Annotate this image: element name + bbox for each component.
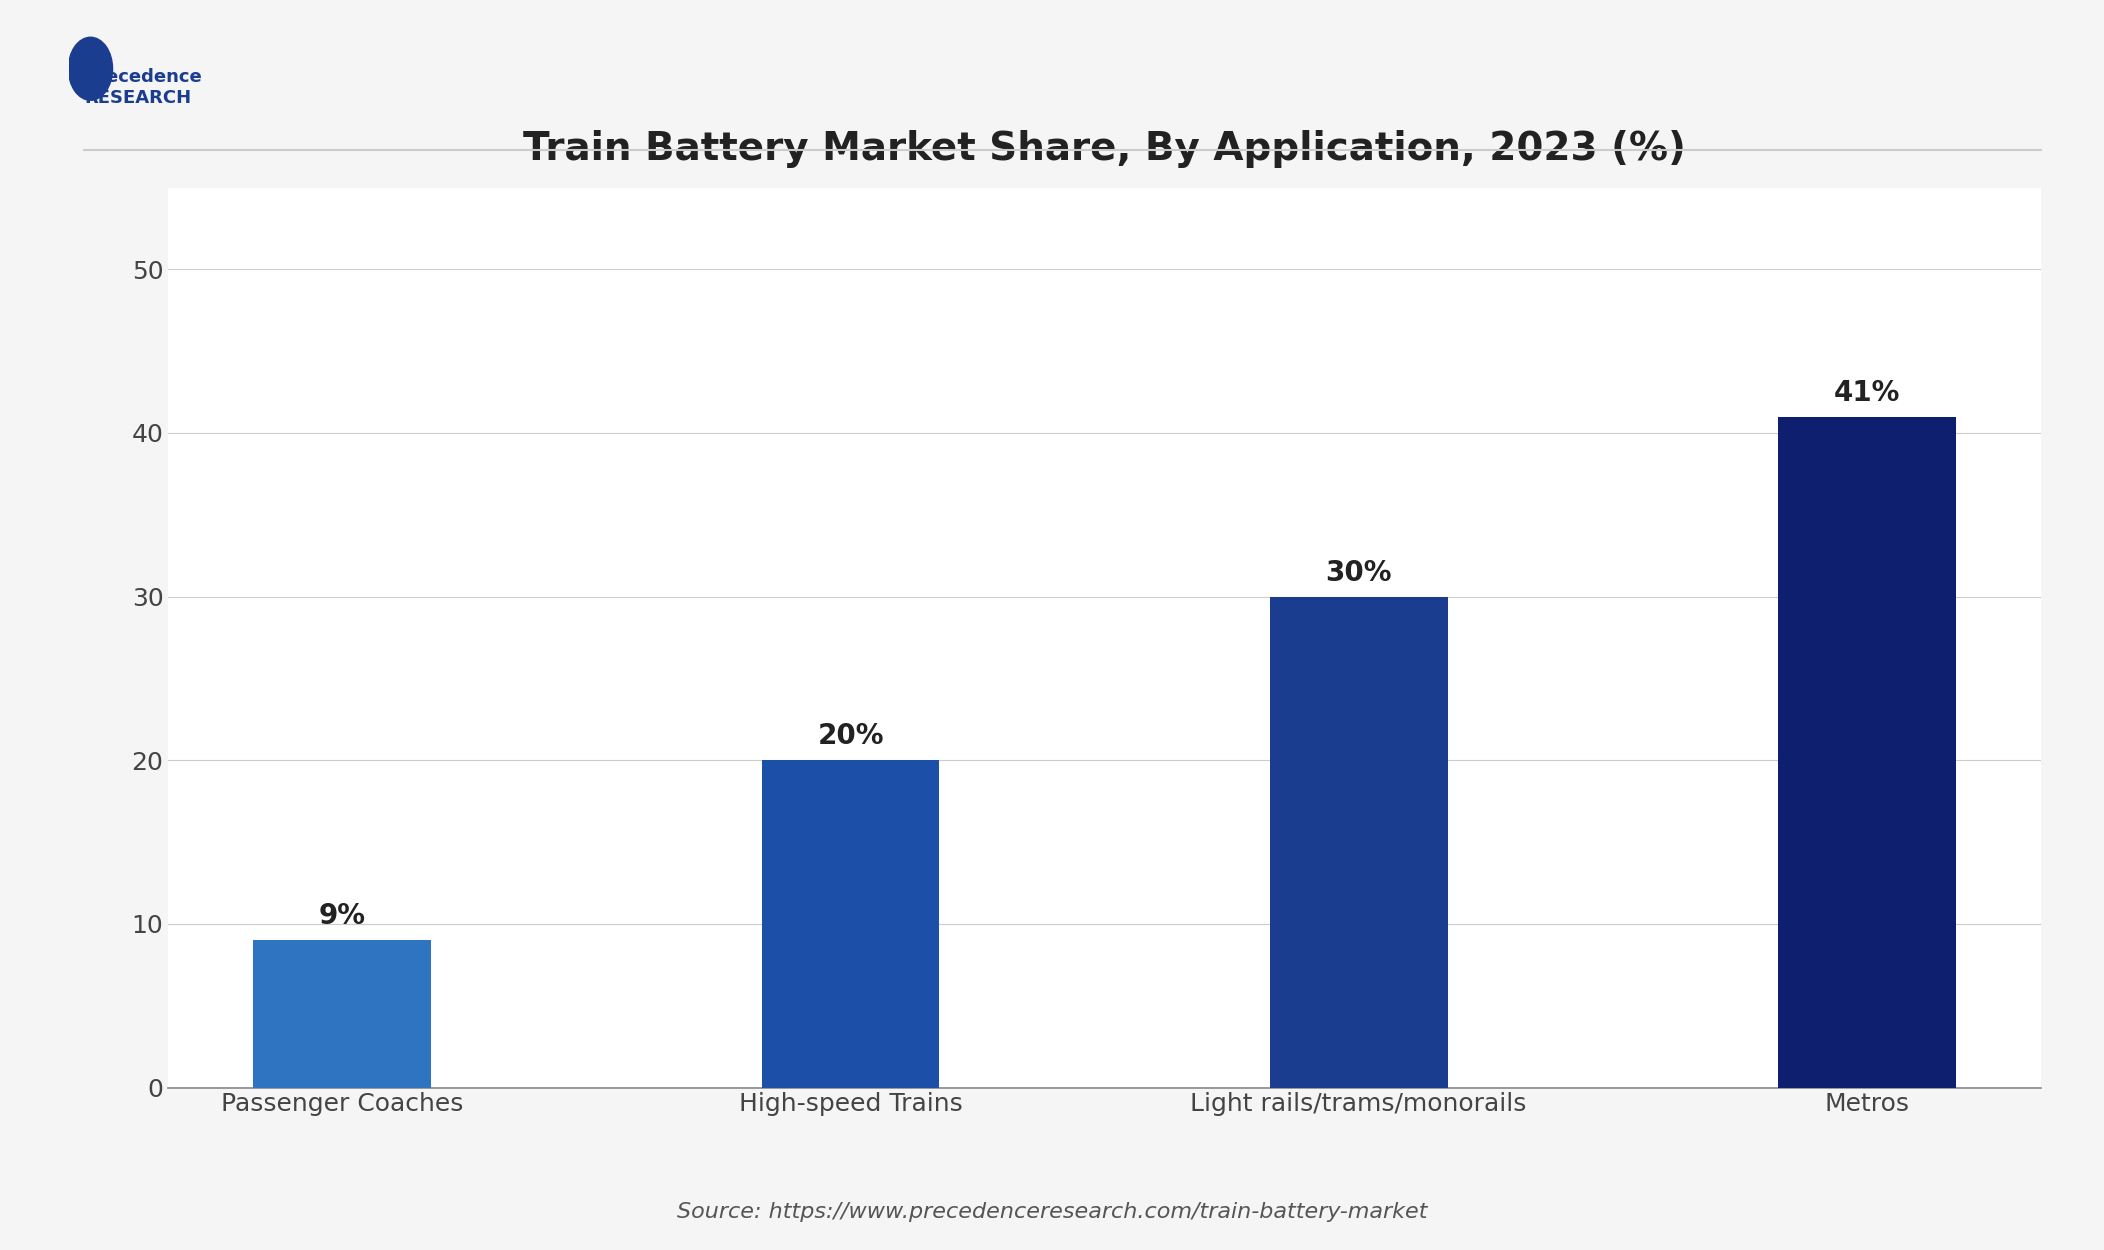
Bar bbox=[1269, 596, 1448, 1088]
Circle shape bbox=[67, 38, 114, 100]
Bar bbox=[252, 940, 431, 1088]
Text: 9%: 9% bbox=[320, 902, 366, 930]
Text: 41%: 41% bbox=[1835, 379, 1900, 406]
Text: Precedence
RESEARCH: Precedence RESEARCH bbox=[84, 68, 202, 108]
Bar bbox=[762, 760, 940, 1088]
Text: 20%: 20% bbox=[816, 722, 884, 750]
Text: 30%: 30% bbox=[1326, 559, 1393, 586]
Bar bbox=[1778, 416, 1957, 1088]
Text: Source: https://www.precedenceresearch.com/train-battery-market: Source: https://www.precedenceresearch.c… bbox=[677, 1202, 1427, 1222]
Title: Train Battery Market Share, By Application, 2023 (%): Train Battery Market Share, By Applicati… bbox=[524, 130, 1685, 168]
